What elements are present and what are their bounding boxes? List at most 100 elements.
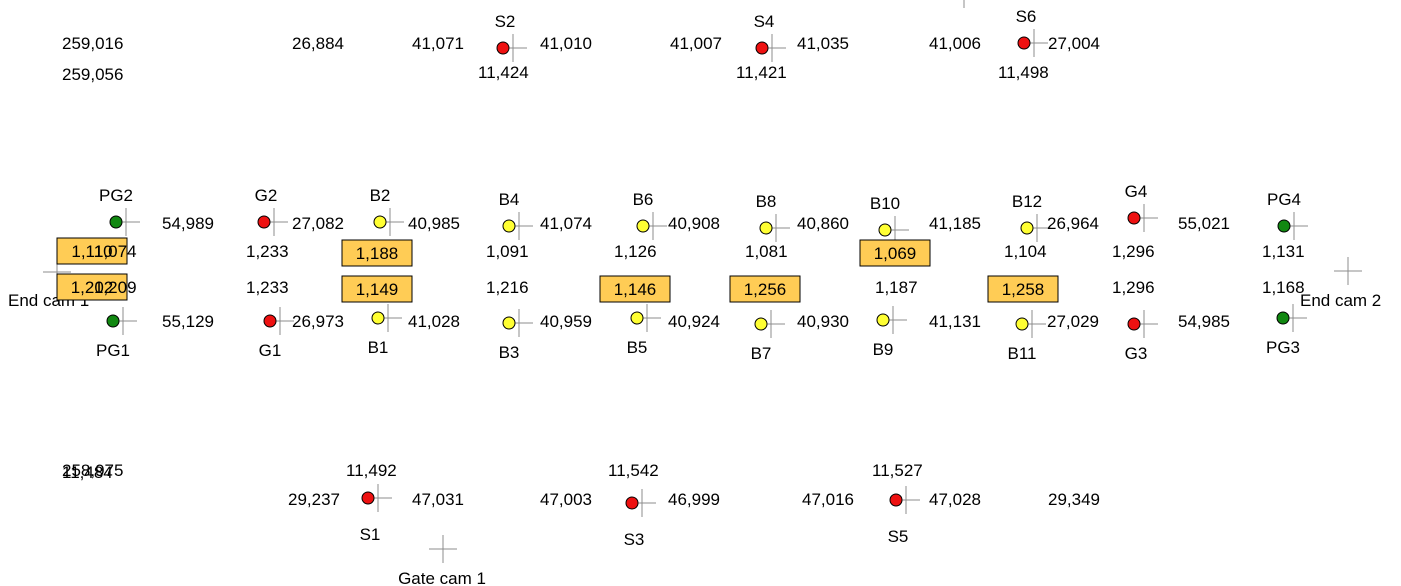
highlight-value-pg-left-low: 1,202 xyxy=(71,278,114,297)
highlight-value-b5: 1,146 xyxy=(614,280,657,299)
marker-b9[interactable] xyxy=(876,313,890,327)
marker-s2[interactable] xyxy=(496,41,510,55)
distance-s2-down: 11,424 xyxy=(478,63,529,82)
marker-s1[interactable] xyxy=(361,491,375,505)
point-label-s1: S1 xyxy=(360,525,381,544)
distance-bot-6: 47,028 xyxy=(929,490,981,509)
crosshair-layer xyxy=(43,0,1362,563)
highlight-box-b2 xyxy=(341,239,413,267)
gap-g-right-up: 1,296 xyxy=(1112,242,1155,261)
gap-b6: 1,126 xyxy=(614,242,657,261)
distance-low-2: 26,973 xyxy=(292,312,344,331)
distance-bot-left-2: 11,484 xyxy=(62,463,113,482)
marker-b7[interactable] xyxy=(754,317,768,331)
distance-up-8: 26,964 xyxy=(1047,214,1099,233)
gap-pg-left-2: 1,209 xyxy=(94,278,137,297)
gap-b9: 1,187 xyxy=(875,278,918,297)
point-label-g1: G1 xyxy=(259,341,282,360)
point-label-b2: B2 xyxy=(370,186,391,205)
marker-s6[interactable] xyxy=(1017,36,1031,50)
point-label-g3: G3 xyxy=(1125,344,1148,363)
distance-s3-up: 11,542 xyxy=(608,461,659,480)
gap-b8: 1,081 xyxy=(745,242,788,261)
distance-up-3: 40,985 xyxy=(408,214,460,233)
distance-up-1: 54,989 xyxy=(162,214,214,233)
point-label-b3: B3 xyxy=(499,343,520,362)
point-label-b6: B6 xyxy=(633,190,654,209)
marker-g1[interactable] xyxy=(263,314,277,328)
highlight-value-b2: 1,188 xyxy=(356,244,399,263)
marker-pg2[interactable] xyxy=(109,215,123,229)
distance-up-9: 55,021 xyxy=(1178,214,1230,233)
marker-s4[interactable] xyxy=(755,41,769,55)
marker-s3[interactable] xyxy=(625,496,639,510)
distance-low-5: 40,924 xyxy=(668,312,720,331)
distance-bot-2: 47,031 xyxy=(412,490,464,509)
highlight-box-pg-left-up xyxy=(56,237,128,265)
highlight-value-b1: 1,149 xyxy=(356,280,399,299)
distance-up-7: 41,185 xyxy=(929,214,981,233)
marker-g4[interactable] xyxy=(1127,211,1141,225)
distance-top-6: 41,006 xyxy=(929,34,981,53)
marker-pg4[interactable] xyxy=(1277,219,1291,233)
distance-up-6: 40,860 xyxy=(797,214,849,233)
distance-low-4: 40,959 xyxy=(540,312,592,331)
marker-b10[interactable] xyxy=(878,223,892,237)
marker-pg1[interactable] xyxy=(106,314,120,328)
point-label-b12: B12 xyxy=(1012,192,1042,211)
distance-low-8: 27,029 xyxy=(1047,312,1099,331)
distance-low-6: 40,930 xyxy=(797,312,849,331)
marker-s5[interactable] xyxy=(889,493,903,507)
gap-pg-right-up: 1,131 xyxy=(1262,242,1305,261)
gap-b12: 1,104 xyxy=(1004,242,1047,261)
point-label-pg2: PG2 xyxy=(99,186,133,205)
point-label-b4: B4 xyxy=(499,190,520,209)
gap-pg-right-low: 1,168 xyxy=(1262,278,1305,297)
point-label-s2: S2 xyxy=(495,12,516,31)
marker-b3[interactable] xyxy=(502,316,516,330)
distance-up-4: 41,074 xyxy=(540,214,592,233)
gap-g-right-low: 1,296 xyxy=(1112,278,1155,297)
marker-b1[interactable] xyxy=(371,311,385,325)
marker-b11[interactable] xyxy=(1015,317,1029,331)
distance-s1-up: 11,492 xyxy=(346,461,397,480)
marker-g3[interactable] xyxy=(1127,317,1141,331)
marker-g2[interactable] xyxy=(257,215,271,229)
distance-up-5: 40,908 xyxy=(668,214,720,233)
distance-low-9: 54,985 xyxy=(1178,312,1230,331)
distance-s5-up: 11,527 xyxy=(872,461,923,480)
distance-top-left-2: 259,056 xyxy=(62,65,123,84)
point-label-s4: S4 xyxy=(754,12,775,31)
gap-g-left-up: 1,233 xyxy=(246,242,289,261)
distance-low-1: 55,129 xyxy=(162,312,214,331)
highlight-box-b5 xyxy=(599,275,671,303)
point-label-pg4: PG4 xyxy=(1267,190,1301,209)
marker-b5[interactable] xyxy=(630,311,644,325)
point-label-s6: S6 xyxy=(1016,7,1037,26)
marker-b12[interactable] xyxy=(1020,221,1034,235)
distance-low-7: 41,131 xyxy=(929,312,981,331)
marker-b4[interactable] xyxy=(502,219,516,233)
point-label-b8: B8 xyxy=(756,192,777,211)
marker-b6[interactable] xyxy=(636,219,650,233)
distance-bot-4: 46,999 xyxy=(668,490,720,509)
distance-bot-7: 29,349 xyxy=(1048,490,1100,509)
marker-b2[interactable] xyxy=(373,215,387,229)
distance-bot-5: 47,016 xyxy=(802,490,854,509)
gap-pg-left: 1,074 xyxy=(94,242,137,261)
marker-pg3[interactable] xyxy=(1276,311,1290,325)
gap-b4: 1,091 xyxy=(486,242,529,261)
distance-top-2: 41,071 xyxy=(412,34,464,53)
distance-top-left-1: 259,016 xyxy=(62,34,123,53)
distance-bot-1: 29,237 xyxy=(288,490,340,509)
highlight-box-b7 xyxy=(729,275,801,303)
distance-low-3: 41,028 xyxy=(408,312,460,331)
marker-b8[interactable] xyxy=(759,221,773,235)
camera-end-cam-2-label: End cam 2 xyxy=(1300,291,1381,310)
distance-top-5: 41,035 xyxy=(797,34,849,53)
point-label-b11: B11 xyxy=(1008,344,1037,363)
camera-gate-cam-1-label: Gate cam 1 xyxy=(398,569,486,586)
point-label-pg3: PG3 xyxy=(1266,338,1300,357)
distance-s6-down: 11,498 xyxy=(998,63,1049,82)
